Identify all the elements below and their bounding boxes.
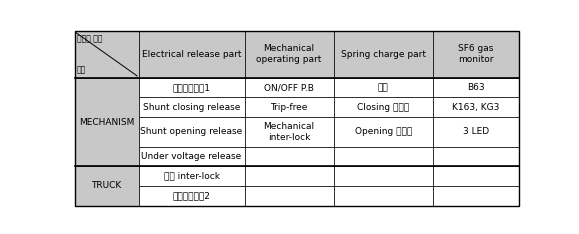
Text: 기능별 분류: 기능별 분류	[77, 34, 102, 43]
Text: Opening 스프링: Opening 스프링	[355, 128, 412, 136]
Text: 췼정마그네트2: 췼정마그네트2	[173, 191, 211, 200]
Bar	[139, 186, 244, 205]
Bar	[334, 78, 433, 97]
Text: Shunt closing release: Shunt closing release	[143, 103, 240, 112]
Text: 3 LED: 3 LED	[463, 128, 489, 136]
Bar	[433, 166, 519, 186]
Text: Trip-free: Trip-free	[270, 103, 308, 112]
Bar	[139, 97, 244, 117]
Bar	[244, 97, 334, 117]
Text: Closing 스프링: Closing 스프링	[357, 103, 409, 112]
Text: ON/OFF P.B: ON/OFF P.B	[264, 83, 314, 92]
Bar	[139, 31, 244, 78]
Bar	[433, 31, 519, 78]
Bar	[139, 117, 244, 147]
Text: MECHANISM: MECHANISM	[79, 118, 134, 127]
Text: Electrical release part: Electrical release part	[142, 50, 241, 59]
Bar	[244, 31, 334, 78]
Text: 부위: 부위	[77, 65, 86, 74]
Text: Under voltage release: Under voltage release	[141, 152, 241, 161]
Bar	[244, 186, 334, 205]
Bar	[75, 78, 139, 166]
Text: Mechanical
inter-lock: Mechanical inter-lock	[263, 122, 314, 142]
Bar	[334, 147, 433, 166]
Bar	[244, 117, 334, 147]
Text: Shunt opening release: Shunt opening release	[141, 128, 243, 136]
Text: 위치 inter-lock: 위치 inter-lock	[164, 172, 219, 181]
Text: B63: B63	[467, 83, 485, 92]
Text: SF6 gas
monitor: SF6 gas monitor	[458, 44, 494, 64]
Bar	[334, 97, 433, 117]
Bar	[75, 166, 139, 205]
Bar	[139, 166, 244, 186]
Bar	[334, 186, 433, 205]
Bar	[244, 166, 334, 186]
Bar	[433, 147, 519, 166]
Bar	[139, 78, 244, 97]
Text: TRUCK: TRUCK	[91, 182, 122, 190]
Bar	[244, 78, 334, 97]
Text: K163, KG3: K163, KG3	[452, 103, 500, 112]
Text: 췼정마그네트1: 췼정마그네트1	[173, 83, 211, 92]
Text: 모터: 모터	[378, 83, 389, 92]
Bar	[334, 31, 433, 78]
Bar	[433, 117, 519, 147]
Bar	[433, 78, 519, 97]
Bar	[433, 97, 519, 117]
Bar	[334, 117, 433, 147]
Bar	[244, 147, 334, 166]
Bar	[334, 166, 433, 186]
Bar	[75, 31, 139, 78]
Bar	[433, 186, 519, 205]
Text: Spring charge part: Spring charge part	[341, 50, 426, 59]
Bar	[139, 147, 244, 166]
Text: Mechanical
operating part: Mechanical operating part	[256, 44, 322, 64]
